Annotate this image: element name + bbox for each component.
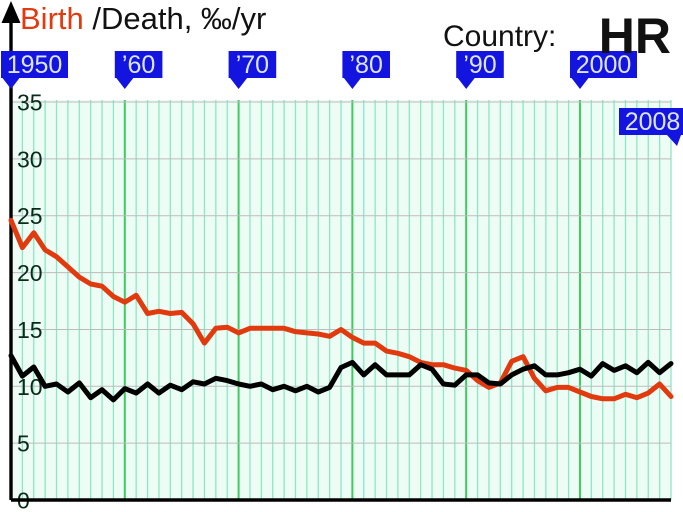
svg-text:35: 35 — [17, 90, 43, 116]
svg-text:’80: ’80 — [350, 51, 383, 79]
svg-text:2008: 2008 — [625, 108, 681, 136]
svg-text:5: 5 — [17, 431, 30, 457]
svg-text:25: 25 — [17, 203, 43, 229]
svg-text:1950: 1950 — [7, 51, 63, 79]
svg-text:30: 30 — [17, 146, 43, 172]
svg-text:’60: ’60 — [122, 51, 155, 79]
svg-text:20: 20 — [17, 260, 43, 286]
svg-text:15: 15 — [17, 317, 43, 343]
svg-text:’70: ’70 — [236, 51, 269, 79]
